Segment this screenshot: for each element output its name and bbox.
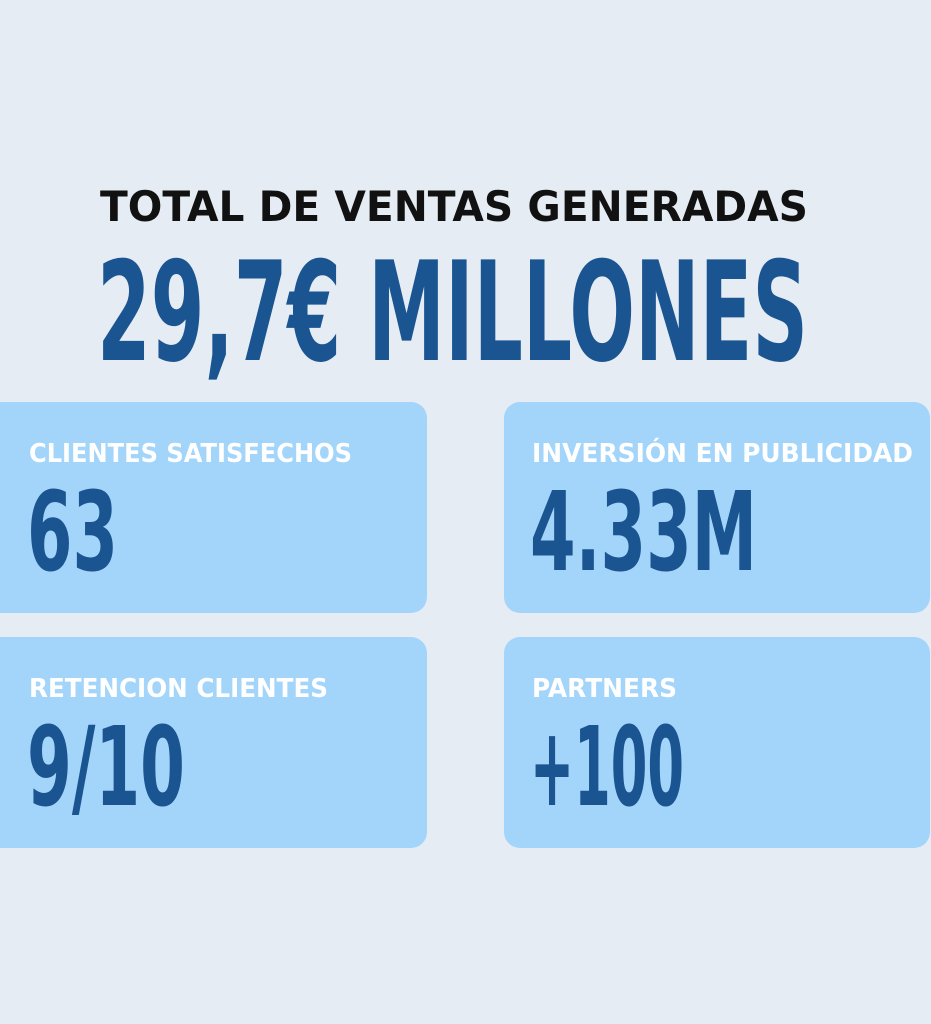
card-value: 9/10 [27, 703, 185, 831]
card-label: INVERSIÓN EN PUBLICIDAD [532, 437, 913, 469]
card-label: RETENCION CLIENTES [29, 674, 328, 704]
card-label: PARTNERS [532, 674, 677, 704]
card [0, 402, 427, 613]
card-value: 4.33M [530, 468, 757, 596]
card [0, 637, 427, 848]
card-value: 63 [27, 468, 118, 596]
card [504, 402, 930, 613]
card-label: CLIENTES SATISFECHOS [29, 439, 352, 469]
card [504, 637, 930, 848]
header-title: TOTAL DE VENTAS GENERADAS [100, 182, 808, 231]
header-value: 29,7€ MILLONES [97, 232, 808, 393]
card-value: +100 [530, 703, 684, 831]
